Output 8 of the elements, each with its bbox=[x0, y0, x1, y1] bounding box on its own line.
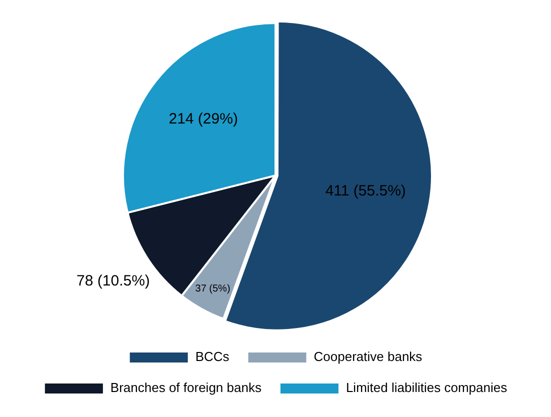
data-label: 214 (29%) bbox=[168, 110, 238, 128]
data-label: 78 (10.5%) bbox=[76, 272, 150, 290]
legend-label: Limited liabilities companies bbox=[346, 380, 508, 396]
data-label: 37 (5%) bbox=[195, 284, 230, 295]
data-label: 411 (55.5%) bbox=[325, 182, 406, 200]
legend-label: BCCs bbox=[195, 349, 230, 364]
legend-label: Cooperative banks bbox=[314, 349, 423, 364]
legend-label: Branches of foreign banks bbox=[110, 380, 262, 396]
